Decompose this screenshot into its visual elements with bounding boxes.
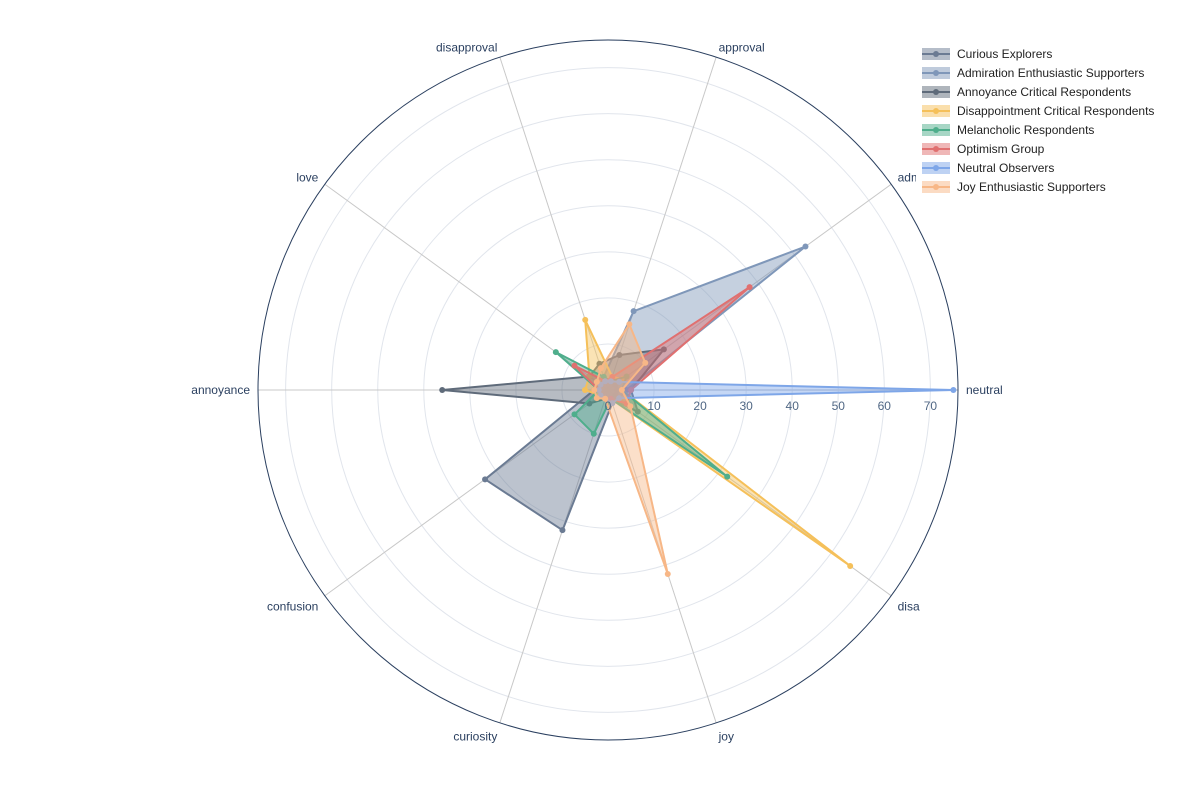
series-point-curiosity [602, 395, 609, 402]
series-point-confusion [571, 411, 578, 418]
radial-tick-label: 10 [647, 399, 661, 413]
series-point-love [552, 349, 559, 356]
series-point-approval [630, 308, 637, 315]
series-point-neutral [950, 387, 957, 393]
series-point-disappointment [724, 473, 731, 480]
legend-item[interactable]: Neutral Observers [922, 161, 1054, 175]
series-point-admiration [623, 373, 630, 380]
series-point-admiration [642, 359, 649, 366]
axis-label-curiosity: curiosity [453, 729, 497, 743]
series-point-disapproval [582, 316, 589, 323]
legend-label: Admiration Enthusiastic Supporters [957, 66, 1144, 80]
series-point-admiration [746, 284, 753, 291]
legend-marker [933, 184, 939, 190]
legend-marker [933, 108, 939, 114]
series-point-disappointment [634, 408, 641, 415]
axis-label-confusion: confusion [267, 599, 318, 613]
series-point-joy [609, 400, 616, 407]
series-point-curiosity [559, 527, 566, 534]
series-point-love [571, 362, 578, 369]
outer-boundary [257, 39, 959, 741]
radial-tick-label: 60 [878, 399, 892, 413]
spoke-approval [607, 56, 717, 391]
spoke-curiosity [499, 389, 609, 724]
legend-marker [933, 70, 939, 76]
legend-label: Neutral Observers [957, 161, 1054, 175]
legend-marker [933, 89, 939, 95]
legend-label: Joy Enthusiastic Supporters [957, 180, 1106, 194]
series-point-approval [626, 321, 633, 328]
axis-label-disappointment: disa [898, 599, 920, 613]
legend-item[interactable]: Curious Explorers [922, 47, 1052, 61]
axis-label-love: love [296, 171, 318, 185]
legend-background [916, 40, 1178, 200]
legend-item[interactable]: Joy Enthusiastic Supporters [922, 180, 1106, 194]
legend-label: Optimism Group [957, 142, 1045, 156]
series-point-neutral [618, 387, 625, 393]
legend-marker [933, 127, 939, 133]
legend-marker [933, 51, 939, 57]
series-point-admiration [616, 378, 623, 385]
series-point-neutral [628, 387, 635, 393]
series-point-disappointment [627, 403, 634, 410]
legend-label: Melancholic Respondents [957, 123, 1094, 137]
radial-tick-label: 40 [786, 399, 800, 413]
legend-item[interactable]: Disappointment Critical Respondents [922, 104, 1154, 118]
series-point-love [593, 378, 600, 385]
series-7 [591, 321, 671, 577]
series-point-approval [607, 378, 614, 385]
radial-tick-label: 50 [832, 399, 846, 413]
series-point-disappointment [616, 395, 623, 402]
radial-tick-label: 0 [605, 399, 612, 413]
series-point-disapproval [602, 378, 609, 385]
series-point-annoyance [581, 387, 588, 393]
legend-item[interactable]: Optimism Group [922, 142, 1045, 156]
series-point-curiosity [590, 430, 597, 437]
axis-label-disapproval: disapproval [436, 41, 497, 55]
legend-marker [933, 146, 939, 152]
radial-tick-label: 30 [739, 399, 753, 413]
series-point-confusion [593, 395, 600, 402]
legend-item[interactable]: Melancholic Respondents [922, 123, 1094, 137]
series-point-approval [616, 351, 623, 358]
series-point-annoyance [595, 387, 602, 393]
legend-label: Disappointment Critical Respondents [957, 104, 1154, 118]
axis-label-annoyance: annoyance [191, 383, 250, 397]
legend-marker [933, 165, 939, 171]
series-point-joy [664, 570, 671, 577]
legend-item[interactable]: Annoyance Critical Respondents [922, 85, 1131, 99]
series-point-admiration [802, 243, 809, 250]
radial-tick-label: 20 [693, 399, 707, 413]
series-point-confusion [482, 476, 489, 483]
axis-label-joy: joy [718, 729, 734, 743]
radial-tick-label: 70 [924, 399, 938, 413]
series-point-neutral [614, 387, 621, 393]
legend: Curious Explorers Admiration Enthusiastic… [916, 40, 1178, 200]
spoke-confusion [324, 389, 609, 597]
legend-label: Annoyance Critical Respondents [957, 85, 1131, 99]
axis-label-neutral: neutral [966, 383, 1003, 397]
axis-label-approval: approval [719, 41, 765, 55]
series-point-annoyance [439, 387, 446, 393]
series-6 [595, 378, 957, 407]
series-point-disapproval [597, 365, 604, 372]
series-point-disappointment [847, 562, 854, 569]
radar-series [439, 243, 957, 577]
series-point-annoyance [591, 387, 598, 393]
legend-label: Curious Explorers [957, 47, 1052, 61]
series-point-admiration [660, 346, 667, 353]
radial-ticks: 0 10 20 30 40 50 60 70 [605, 399, 938, 413]
legend-item[interactable]: Admiration Enthusiastic Supporters [922, 66, 1144, 80]
spoke-disapproval [499, 56, 609, 391]
